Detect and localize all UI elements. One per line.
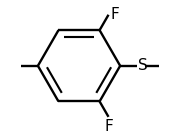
Text: F: F bbox=[104, 119, 113, 134]
Text: F: F bbox=[111, 7, 119, 22]
Text: S: S bbox=[138, 58, 147, 73]
